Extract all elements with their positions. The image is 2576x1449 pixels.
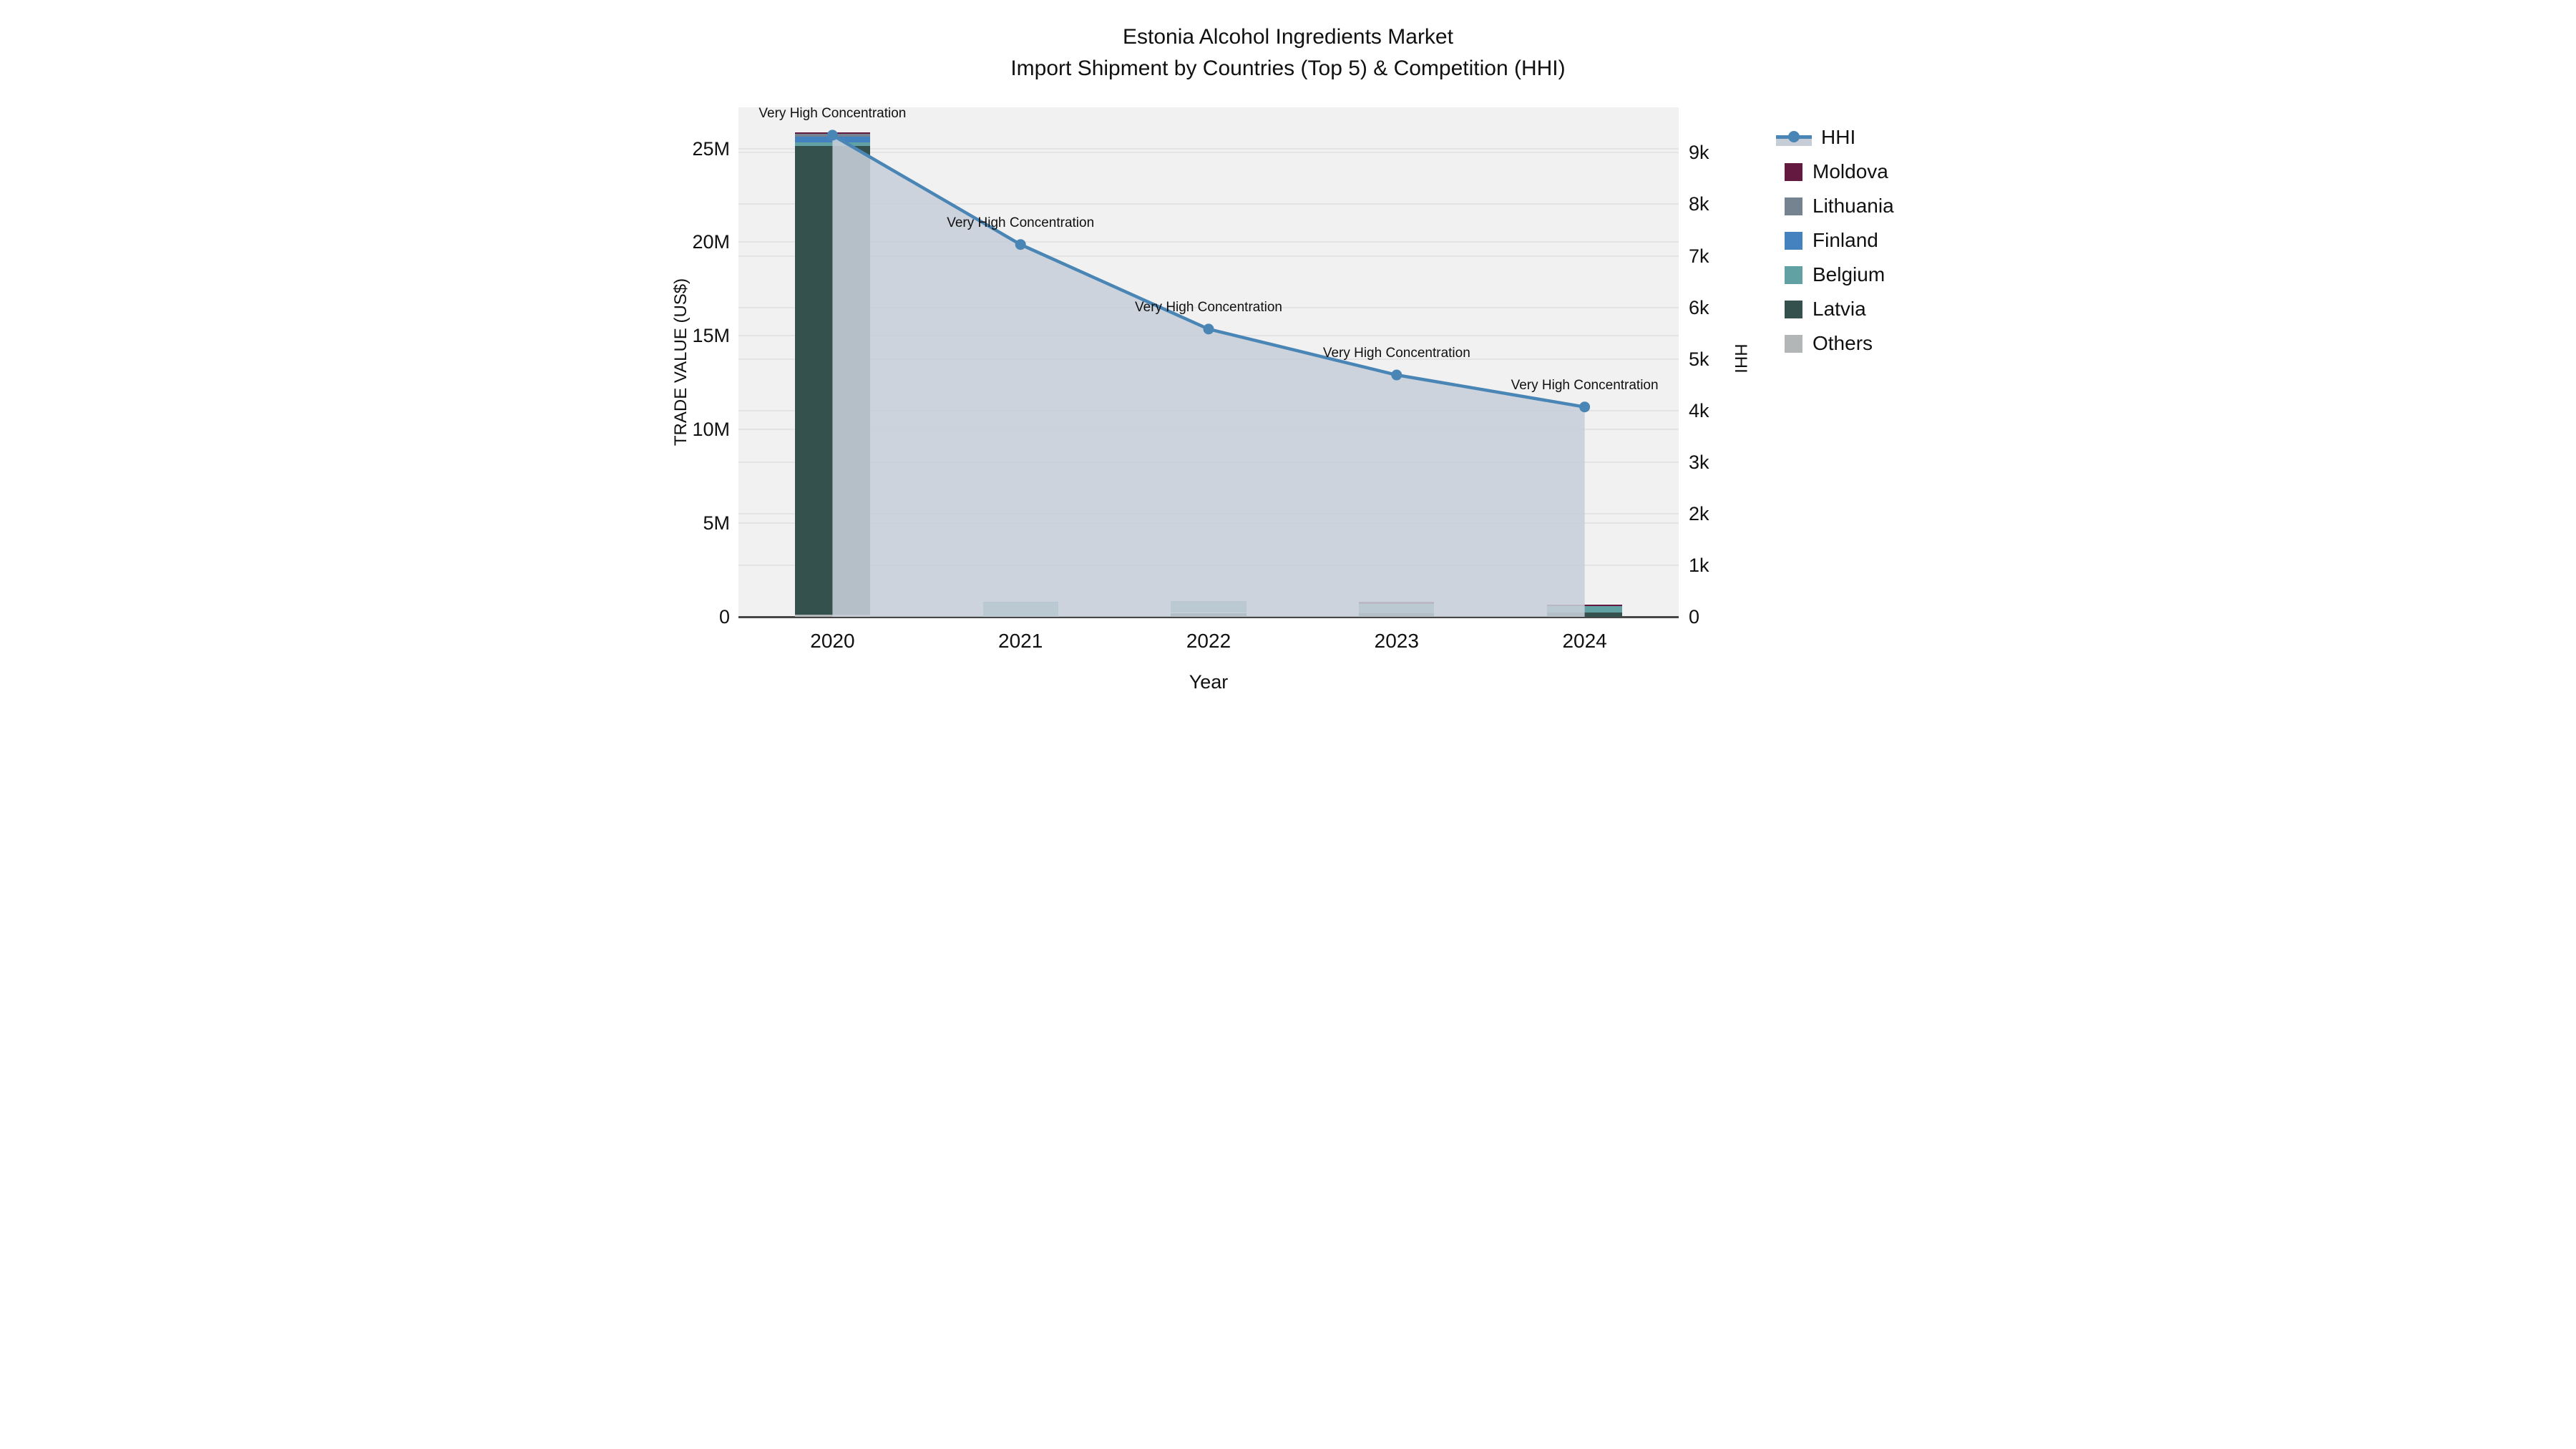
chart-title: Estonia Alcohol Ingredients Market Impor…	[644, 21, 1932, 84]
legend-item-others[interactable]: Others	[1776, 326, 1894, 361]
legend-swatch-icon	[1785, 197, 1802, 215]
gridline	[738, 203, 1679, 205]
annotation-2022: Very High Concentration	[1135, 299, 1282, 315]
hhi-marker-2024[interactable]	[1579, 401, 1591, 413]
legend-item-latvia[interactable]: Latvia	[1776, 292, 1894, 326]
y-right-tick-label: 6k	[1689, 296, 1709, 318]
legend-swatch-icon	[1785, 231, 1802, 250]
legend-label: Finland	[1813, 229, 1878, 251]
y-left-tick-label: 5M	[703, 512, 730, 535]
gridline	[738, 255, 1679, 257]
gridline	[738, 147, 1679, 150]
annotation-2020: Very High Concentration	[758, 105, 907, 121]
x-tick-label-2023: 2023	[1374, 630, 1419, 652]
legend-label: Lithuania	[1813, 195, 1894, 217]
gridline	[738, 241, 1679, 243]
hhi-legend-sample-icon	[1776, 128, 1812, 147]
y-left-tick-label: 0	[718, 606, 730, 628]
legend-swatch-icon	[1785, 162, 1802, 181]
legend-item-hhi[interactable]: HHI	[1776, 120, 1894, 155]
y-right-tick-label: 5k	[1689, 348, 1709, 370]
gridline	[738, 306, 1679, 308]
legend: HHI Moldova Lithuania Finland Belgium Latvia O…	[1776, 120, 1894, 361]
y-left-tick-label: 10M	[692, 419, 730, 441]
legend-item-finland[interactable]: Finland	[1776, 223, 1894, 258]
y-right-tick-label: 0	[1689, 606, 1700, 628]
legend-item-belgium[interactable]: Belgium	[1776, 258, 1894, 292]
hhi-marker-2023[interactable]	[1391, 369, 1402, 381]
legend-label: Belgium	[1813, 263, 1885, 286]
x-tick-label-2021: 2021	[998, 630, 1043, 652]
annotation-2021: Very High Concentration	[947, 215, 1095, 230]
y-right-tick-label: 9k	[1689, 142, 1709, 164]
hhi-line-layer	[826, 130, 1591, 617]
y-right-tick-label: 3k	[1689, 451, 1709, 473]
hhi-marker-2022[interactable]	[1203, 323, 1214, 335]
y-left-tick-label: 25M	[692, 137, 730, 160]
hhi-marker-2021[interactable]	[1015, 239, 1026, 250]
plot-area: Very High Concentration Very High Concent…	[738, 105, 1679, 618]
legend-swatch-icon	[1785, 300, 1802, 318]
x-tick-label-2024: 2024	[1562, 630, 1607, 652]
legend-item-lithuania[interactable]: Lithuania	[1776, 189, 1894, 223]
y-left-tick-label: 20M	[692, 231, 730, 253]
chart-title-line1: Estonia Alcohol Ingredients Market	[1123, 25, 1453, 49]
x-axis-line	[738, 616, 1679, 618]
y-right-tick-label: 4k	[1689, 399, 1709, 421]
annotation-2023: Very High Concentration	[1322, 346, 1470, 361]
y-right-tick-label: 1k	[1689, 554, 1709, 576]
hhi-area-fill	[832, 135, 1585, 617]
chart-title-line2: Import Shipment by Countries (Top 5) & C…	[1010, 57, 1566, 80]
legend-label: Others	[1813, 332, 1873, 354]
x-tick-label-2022: 2022	[1186, 630, 1231, 652]
legend-swatch-icon	[1785, 265, 1802, 284]
legend-swatch-icon	[1785, 334, 1802, 353]
annotation-2024: Very High Concentration	[1511, 377, 1659, 393]
legend-label: Moldova	[1813, 160, 1888, 182]
gridline	[738, 152, 1679, 154]
hhi-marker-2020[interactable]	[826, 130, 838, 141]
y-right-tick-label: 8k	[1689, 193, 1709, 215]
legend-label: HHI	[1821, 126, 1856, 148]
bar-segment-others-2020[interactable]	[794, 615, 870, 617]
y-right-tick-label: 2k	[1689, 502, 1709, 525]
bar-segment-belgium-2020[interactable]	[794, 142, 870, 146]
figure: Estonia Alcohol Ingredients Market Impor…	[644, 0, 1932, 725]
y-right-tick-label: 7k	[1689, 245, 1709, 267]
x-axis-title: Year	[1189, 671, 1229, 693]
x-tick-label-2020: 2020	[810, 630, 855, 652]
legend-label: Latvia	[1813, 298, 1866, 320]
legend-item-moldova[interactable]: Moldova	[1776, 155, 1894, 189]
y-left-tick-label: 15M	[692, 325, 730, 347]
